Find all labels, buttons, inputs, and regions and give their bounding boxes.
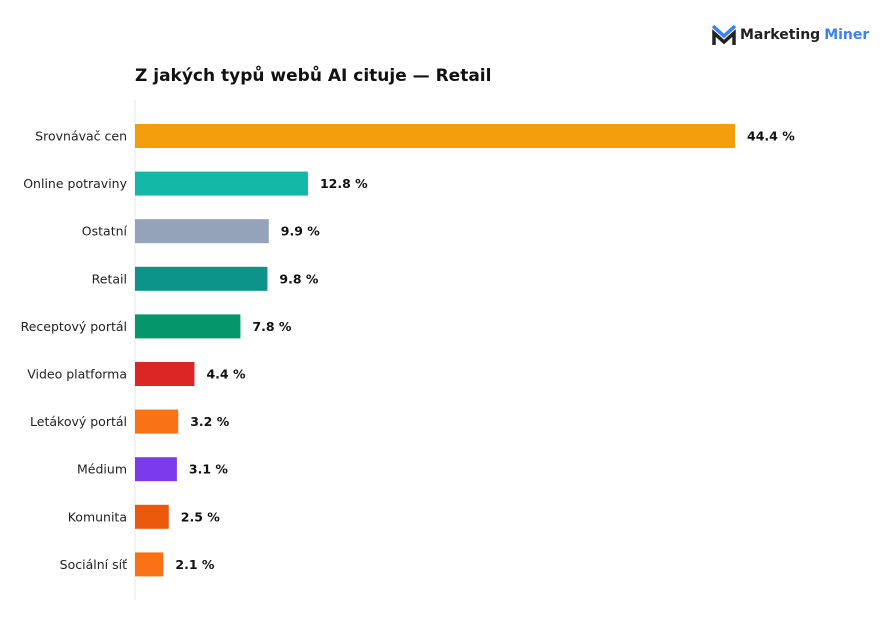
category-label: Receptový portál [21,319,127,334]
value-label: 9.8 % [279,271,318,286]
value-label: 12.8 % [320,176,368,191]
category-label: Retail [92,271,127,286]
category-label: Ostatní [82,224,128,239]
category-label: Video platforma [27,367,127,382]
bar [135,362,195,386]
value-label: 7.8 % [252,319,291,334]
bar [135,314,241,339]
bar [135,124,735,148]
logo-text-blue: Miner [824,27,870,43]
category-label: Komunita [68,509,127,524]
category-label: Letákový portál [30,414,127,429]
category-label: Sociální síť [60,557,127,572]
category-label: Srovnávač cen [35,129,127,144]
bar [135,219,269,244]
value-label: 3.1 % [189,462,228,477]
marketing-miner-logo: Marketing Miner [712,24,869,46]
value-label: 4.4 % [206,367,245,382]
value-label: 9.9 % [281,224,320,239]
bar [135,504,169,529]
bar [135,409,179,434]
bar [135,457,177,482]
value-label: 44.4 % [747,129,795,144]
value-label: 2.1 % [175,557,214,572]
bar [135,266,268,291]
category-label: Médium [77,462,127,477]
value-label: 2.5 % [181,509,220,524]
logo-icon [712,24,736,45]
bar [135,171,308,196]
bar [135,552,164,577]
value-label: 3.2 % [190,414,229,429]
chart-title: Z jakých typů webů AI cituje — Retail [135,66,492,86]
logo-text-dark: Marketing [740,27,821,43]
category-label: Online potraviny [23,176,127,191]
